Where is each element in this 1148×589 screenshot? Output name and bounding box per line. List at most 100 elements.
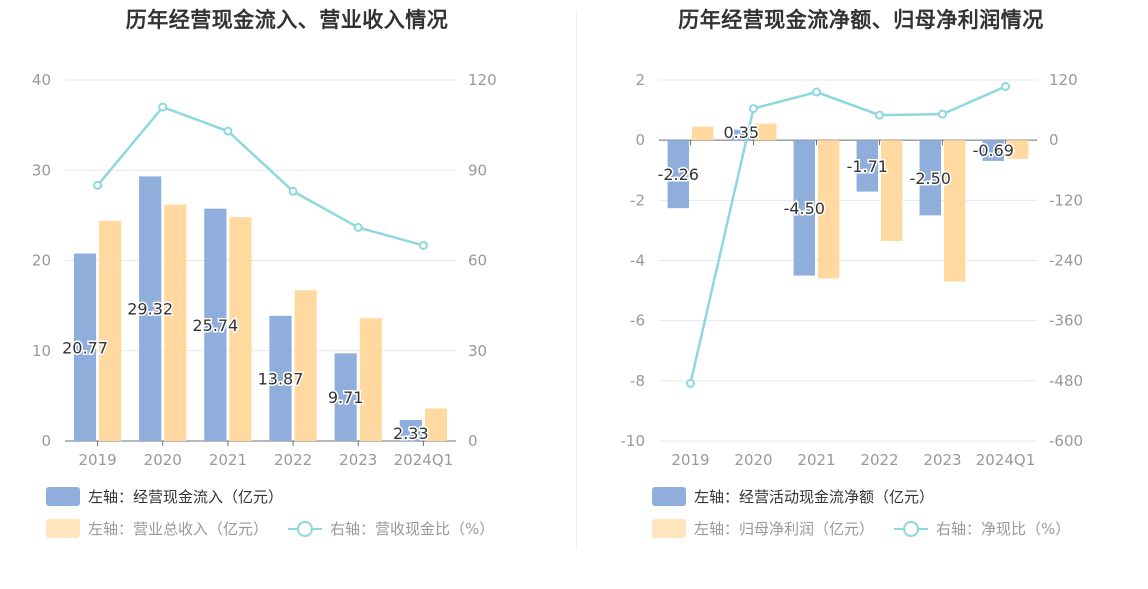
legend-item-net-cash-ratio[interactable]: 右轴：净现比（%） <box>894 518 1070 539</box>
bar-data-label: -2.50 <box>910 169 951 188</box>
bar-primary <box>982 140 1004 161</box>
left-axis-tick-label: -8 <box>630 372 645 390</box>
legend-label: 右轴：净现比（%） <box>936 520 1071 538</box>
left-axis-tick-label: -4 <box>630 252 645 270</box>
right-axis-tick-label: -240 <box>1049 252 1083 270</box>
bar-primary <box>730 129 752 141</box>
ratio-point <box>418 240 428 250</box>
bar-primary <box>793 140 815 276</box>
right-axis-tick-label: -120 <box>1049 191 1083 209</box>
bar-data-label: 29.32 <box>127 300 173 319</box>
legend-item-net-cash[interactable]: 左轴：经营活动现金流净额（亿元） <box>652 486 934 507</box>
right-axis-tick-label: -360 <box>1049 312 1083 330</box>
bar-primary <box>856 140 878 192</box>
bar-primary <box>334 353 357 441</box>
left-axis-tick-label: 0 <box>41 432 51 450</box>
right-axis-tick-label: 30 <box>468 342 487 360</box>
bar-data-label: -2.26 <box>658 165 699 184</box>
ratio-point <box>749 104 758 114</box>
right-legend-row-1: 左轴：经营活动现金流净额（亿元） <box>652 486 954 507</box>
panel-divider <box>576 10 577 550</box>
right-axis-tick-label: -480 <box>1049 372 1083 390</box>
right-axis-tick-label: 120 <box>468 71 497 89</box>
right-axis-tick-label: -600 <box>1049 432 1083 450</box>
bar-secondary <box>692 126 714 141</box>
bar-secondary <box>424 408 448 441</box>
bar-primary <box>139 176 162 441</box>
left-legend-row-1: 左轴：经营现金流入（亿元） <box>46 486 303 507</box>
left-chart-panel: 历年经营现金流入、营业收入情况 0 10 20 30 40 0 30 60 90 120 2019 2… <box>32 8 497 539</box>
bar-data-label: 9.71 <box>328 388 364 407</box>
bar-secondary <box>881 140 903 241</box>
ratio-point <box>938 109 947 119</box>
left-chart-title: 历年经营现金流入、营业收入情况 <box>125 8 449 32</box>
ratio-line <box>96 105 424 247</box>
line-swatch-icon <box>288 519 323 538</box>
ratio-point <box>686 378 695 388</box>
bar-primary <box>204 208 227 441</box>
bar-primary <box>269 315 292 441</box>
left-axis-tick-label: 0 <box>635 131 645 149</box>
bar-secondary <box>944 140 966 282</box>
bar-data-label: -1.71 <box>847 157 888 176</box>
bar-secondary <box>1007 140 1029 159</box>
bar-secondary <box>164 204 187 441</box>
right-chart-plot: -10 -8 -6 -4 -2 0 2 -600 -480 -360 -240 -120 0 120 201… <box>621 71 1084 469</box>
ratio-point <box>812 87 821 97</box>
legend-label: 左轴：经营活动现金流净额（亿元） <box>694 488 935 506</box>
bar-data-label: 25.74 <box>192 316 238 335</box>
bar-data-label: 2.33 <box>393 424 429 443</box>
bar-data-label: -0.69 <box>973 141 1014 160</box>
legend-item-revenue[interactable]: 左轴：营业总收入（亿元） <box>46 518 268 539</box>
ratio-point <box>93 180 103 190</box>
x-axis-tick-label: 2024Q1 <box>976 451 1036 469</box>
right-axis-tick-label: 0 <box>1049 131 1059 149</box>
line-swatch-icon <box>894 519 929 538</box>
left-axis-tick-label: 20 <box>32 252 51 270</box>
left-axis-tick-label: 30 <box>32 161 51 179</box>
legend-label: 左轴：营业总收入（亿元） <box>88 520 269 538</box>
legend-item-ratio[interactable]: 右轴：营收现金比（%） <box>288 518 494 539</box>
bar-secondary <box>294 290 317 441</box>
legend-item-cash-inflow[interactable]: 左轴：经营现金流入（亿元） <box>46 486 283 507</box>
bar-primary <box>399 419 422 441</box>
left-axis-tick-label: 2 <box>635 71 645 89</box>
left-axis-tick-label: 10 <box>32 342 51 360</box>
right-axis-tick-label: 0 <box>468 432 478 450</box>
ratio-point <box>288 186 298 196</box>
x-axis-tick-label: 2021 <box>797 451 835 469</box>
ratio-point <box>875 110 884 120</box>
bar-primary <box>667 140 689 209</box>
left-axis-tick-label: 40 <box>32 71 51 89</box>
ratio-line <box>689 85 1007 384</box>
ratio-point <box>1001 82 1010 92</box>
legend-label: 左轴：归母净利润（亿元） <box>694 520 875 538</box>
left-chart-plot: 0 10 20 30 40 0 30 60 90 120 2019 2020 2021 2022 2023 2… <box>32 71 497 469</box>
ratio-point <box>353 222 363 232</box>
right-axis-tick-label: 60 <box>468 252 487 270</box>
ratio-point <box>223 126 233 136</box>
bar-secondary <box>229 217 252 441</box>
x-axis-tick-label: 2024Q1 <box>394 451 454 469</box>
x-axis-tick-label: 2019 <box>78 451 116 469</box>
swatch-orange <box>46 519 80 538</box>
bar-data-label: -4.50 <box>784 199 825 218</box>
ratio-point <box>158 102 168 112</box>
right-chart-title: 历年经营现金流净额、归母净利润情况 <box>678 8 1044 32</box>
swatch-blue <box>46 487 80 506</box>
left-axis-tick-label: -2 <box>630 191 645 209</box>
x-axis-tick-label: 2019 <box>671 451 709 469</box>
bar-secondary <box>818 140 840 279</box>
bar-secondary <box>99 220 122 441</box>
x-axis-tick-label: 2023 <box>339 451 377 469</box>
right-axis-tick-label: 120 <box>1049 71 1078 89</box>
left-axis-tick-label: -10 <box>621 432 646 450</box>
legend-item-net-profit[interactable]: 左轴：归母净利润（亿元） <box>652 518 874 539</box>
bar-data-label: 20.77 <box>62 338 108 357</box>
x-axis-tick-label: 2022 <box>274 451 312 469</box>
x-axis-tick-label: 2021 <box>209 451 247 469</box>
bar-primary <box>919 140 941 216</box>
swatch-blue <box>652 487 686 506</box>
x-axis-tick-label: 2023 <box>923 451 961 469</box>
x-axis-tick-label: 2020 <box>734 451 772 469</box>
